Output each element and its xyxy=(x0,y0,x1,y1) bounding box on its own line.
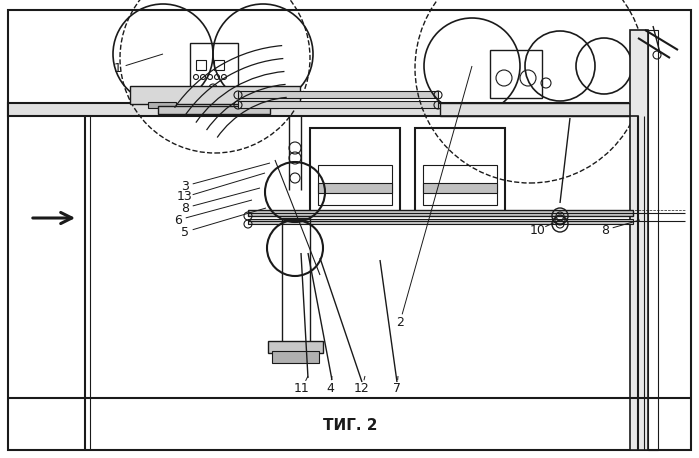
Bar xyxy=(248,219,633,224)
Bar xyxy=(423,165,497,205)
Bar xyxy=(318,183,392,193)
Bar xyxy=(415,128,505,213)
Text: 10: 10 xyxy=(530,224,546,236)
Bar xyxy=(318,165,392,205)
Bar xyxy=(130,86,300,104)
Text: 6: 6 xyxy=(174,213,182,227)
Text: 7: 7 xyxy=(393,382,401,394)
Bar xyxy=(630,30,648,450)
Bar xyxy=(648,30,658,450)
Text: ΤИГ. 2: ΤИГ. 2 xyxy=(323,419,377,434)
Bar xyxy=(196,60,206,70)
Bar xyxy=(238,101,438,108)
Text: 2: 2 xyxy=(396,316,404,328)
Bar xyxy=(238,91,438,98)
Bar xyxy=(250,102,278,108)
Text: 1: 1 xyxy=(114,61,122,75)
Bar xyxy=(8,103,628,116)
Bar xyxy=(282,218,310,343)
Text: 3: 3 xyxy=(181,180,189,192)
Bar xyxy=(310,128,400,213)
Bar xyxy=(268,341,323,353)
Bar xyxy=(148,102,176,108)
Bar xyxy=(440,103,640,116)
Text: 8: 8 xyxy=(601,224,609,236)
Bar xyxy=(423,183,497,193)
Bar xyxy=(214,60,224,70)
Bar xyxy=(158,106,270,114)
Bar xyxy=(248,210,633,216)
Text: 4: 4 xyxy=(326,382,334,394)
Bar xyxy=(190,43,238,88)
Text: 11: 11 xyxy=(294,382,310,394)
Text: 5: 5 xyxy=(181,225,189,239)
Text: 12: 12 xyxy=(354,382,370,394)
Bar xyxy=(272,351,319,363)
Bar xyxy=(490,50,542,98)
Bar xyxy=(85,116,638,398)
Text: 8: 8 xyxy=(181,202,189,214)
Text: 13: 13 xyxy=(177,191,193,203)
